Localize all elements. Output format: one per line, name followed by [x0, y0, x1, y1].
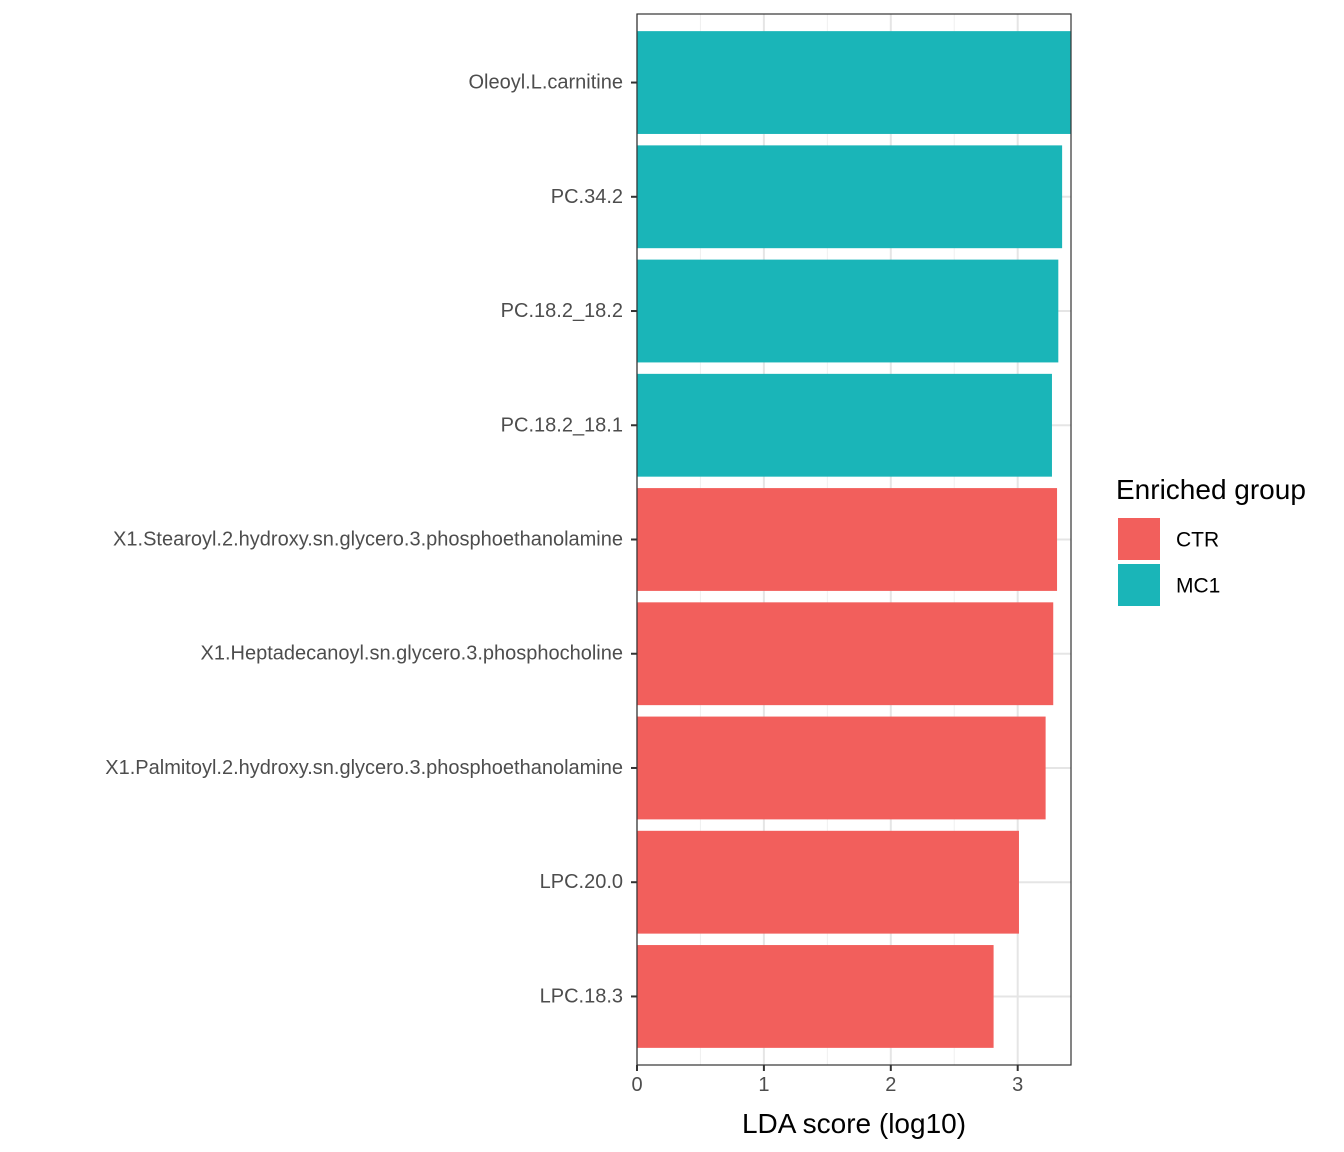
y-tick-label: Oleoyl.L.carnitine [468, 72, 623, 94]
bar [637, 602, 1054, 706]
x-tick-label: 1 [758, 1074, 769, 1096]
y-tick-label: PC.18.2_18.2 [501, 300, 623, 322]
bar [637, 373, 1052, 477]
x-tick-label: 0 [631, 1074, 642, 1096]
legend-swatch-mc1 [1118, 564, 1160, 606]
x-axis-title: LDA score (log10) [742, 1108, 966, 1139]
y-tick-label: LPC.20.0 [540, 871, 623, 893]
y-tick-label: X1.Stearoyl.2.hydroxy.sn.glycero.3.phosp… [113, 529, 623, 551]
bars [637, 31, 1071, 1048]
y-tick-label: PC.34.2 [551, 186, 623, 208]
bar [637, 830, 1019, 934]
x-tick-label: 2 [885, 1074, 896, 1096]
y-axis: Oleoyl.L.carnitine PC.34.2 PC.18.2_18.2 PC.… [105, 72, 637, 1007]
legend: Enriched group CTR MC1 [1116, 474, 1306, 606]
bar [637, 945, 994, 1048]
x-axis: 0 1 2 3 [631, 1065, 1023, 1096]
bar [637, 716, 1046, 820]
y-tick-label: LPC.18.3 [540, 985, 623, 1007]
x-tick-label: 3 [1012, 1074, 1023, 1096]
y-tick-label: X1.Heptadecanoyl.sn.glycero.3.phosphocho… [200, 643, 623, 665]
bar [637, 31, 1071, 134]
legend-label-mc1: MC1 [1176, 575, 1220, 598]
bar [637, 488, 1058, 591]
legend-title: Enriched group [1116, 474, 1306, 505]
y-tick-label: X1.Palmitoyl.2.hydroxy.sn.glycero.3.phos… [105, 757, 623, 779]
legend-label-ctr: CTR [1176, 529, 1219, 552]
bar [637, 145, 1063, 249]
y-tick-label: PC.18.2_18.1 [501, 414, 623, 436]
bar [637, 259, 1059, 363]
legend-swatch-ctr [1118, 518, 1160, 560]
